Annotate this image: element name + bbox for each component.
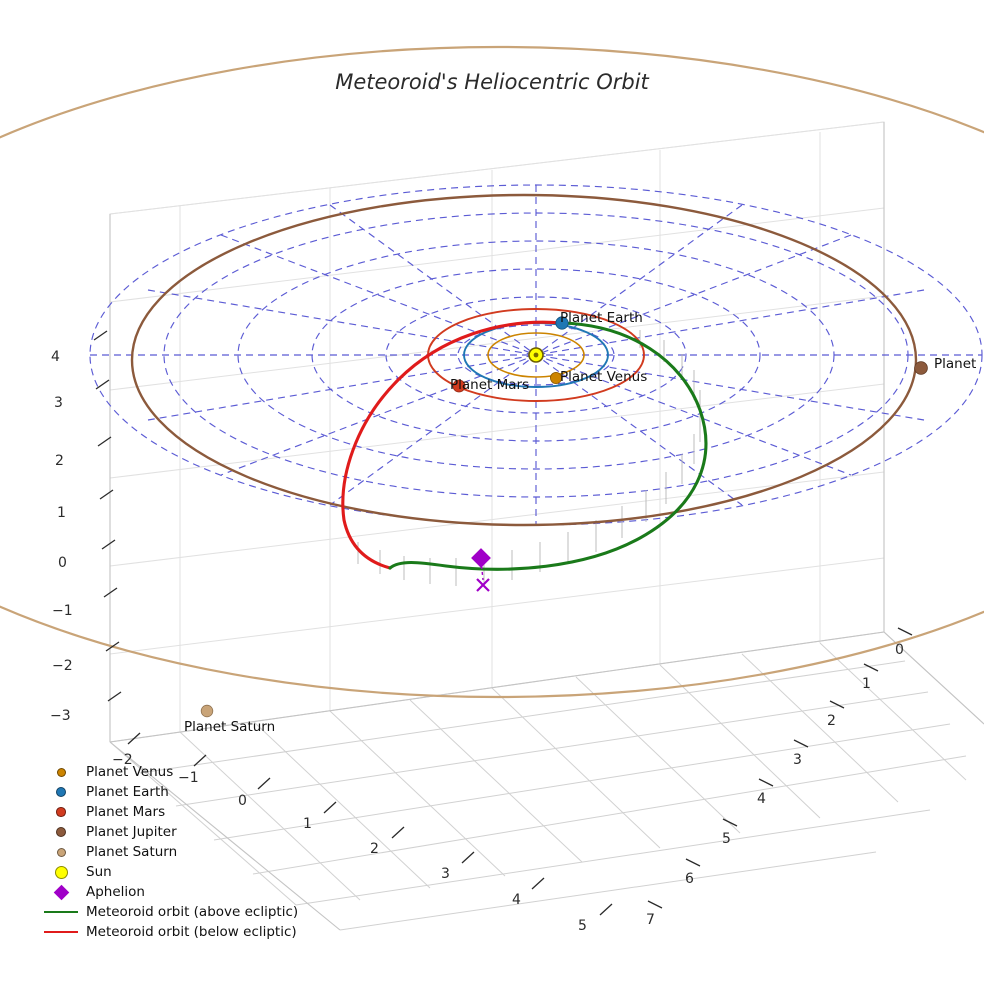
meteoroid-orbit-below-ecliptic (341, 320, 564, 570)
dot-icon (56, 847, 66, 857)
z-axis-tick-label: −3 (50, 708, 71, 724)
legend-item[interactable]: Planet Earth (38, 782, 338, 802)
legend-item-label: Planet Mars (86, 804, 166, 820)
legend-item[interactable]: Sun (38, 862, 338, 882)
planet-marker-saturn (200, 704, 214, 718)
legend-item-label: Planet Earth (86, 784, 169, 800)
legend-diamond-icon (38, 882, 84, 902)
z-axis-tick-label: 0 (58, 555, 67, 571)
planet-marker-earth (555, 316, 569, 330)
orbit-jupiter (130, 193, 918, 527)
legend-item[interactable]: Meteoroid orbit (above ecliptic) (38, 902, 338, 922)
line-icon (44, 931, 78, 933)
legend-item-label: Planet Venus (86, 764, 174, 780)
line-icon (44, 911, 78, 913)
x-axis-tick-label: 0 (238, 793, 247, 809)
aphelion-group (471, 548, 491, 592)
sun-core-icon (533, 352, 539, 358)
y-axis-tick-label: 4 (757, 791, 766, 807)
aphelion-projection-x-icon (476, 578, 490, 592)
x-axis-tick-label: 1 (303, 816, 312, 832)
x-axis-tick-label: 5 (578, 918, 587, 934)
orbit-venus (487, 332, 585, 378)
axes-box-edges (109, 122, 984, 931)
x-axis-tick-label: 3 (441, 866, 450, 882)
x-axis-tick-label: −2 (112, 752, 133, 768)
planet-marker-jupiter (914, 361, 928, 375)
aphelion-marker (471, 548, 491, 568)
legend-item-label: Planet Jupiter (86, 824, 177, 840)
legend-item[interactable]: Aphelion (38, 882, 338, 902)
legend-item[interactable]: Planet Venus (38, 762, 338, 782)
orbit-saturn (0, 45, 984, 699)
legend-item[interactable]: Meteoroid orbit (below ecliptic) (38, 922, 338, 942)
meteoroid-orbit-above-ecliptic (388, 321, 708, 571)
z-axis-tick-label: 2 (55, 453, 64, 469)
planet-earth-label: Planet Earth (560, 310, 643, 326)
legend-item[interactable]: Planet Jupiter (38, 822, 338, 842)
planet-saturn-label: Planet Saturn (184, 719, 276, 735)
planet-marker-mars (452, 379, 466, 393)
y-axis-tick-label: 5 (722, 831, 731, 847)
dot-icon (56, 787, 66, 797)
diamond-icon (53, 884, 69, 900)
legend-dot-icon (38, 822, 84, 842)
y-axis-tick-label: 3 (793, 752, 802, 768)
z-axis-tick-label: 4 (51, 349, 60, 365)
y-axis-tick-label: 1 (862, 676, 871, 692)
legend-dot-icon (38, 762, 84, 782)
x-axis-tick-label: 4 (512, 892, 521, 908)
dot-icon (54, 865, 68, 879)
legend-item[interactable]: Planet Mars (38, 802, 338, 822)
page-title: Meteoroid's Heliocentric Orbit (335, 70, 649, 94)
x-axis-tick-label: −1 (178, 770, 199, 786)
planet-venus-label: Planet Venus (560, 369, 648, 385)
y-axis-tick-label: 0 (895, 642, 904, 658)
z-axis-tick-label: −2 (52, 658, 73, 674)
y-axis-tick-label: 2 (827, 713, 836, 729)
legend-dot-icon (38, 862, 84, 882)
legend-item-label: Planet Saturn (86, 844, 178, 860)
legend-item[interactable]: Planet Saturn (38, 842, 338, 862)
z-axis-tick-label: 3 (54, 395, 63, 411)
planet-mars-label: Planet Mars (450, 377, 530, 393)
dot-icon (56, 807, 66, 817)
legend-dot-icon (38, 842, 84, 862)
dot-icon (56, 827, 66, 837)
legend-line-icon (38, 902, 84, 922)
legend-item-label: Aphelion (86, 884, 145, 900)
legend-dot-icon (38, 782, 84, 802)
legend-line-icon (38, 922, 84, 942)
y-axis-tick-label: 6 (685, 871, 694, 887)
legend-dot-icon (38, 802, 84, 822)
x-axis-tick-label: 2 (370, 841, 379, 857)
planet-jupiter-label: Planet (934, 356, 977, 372)
axis-ticks (93, 330, 913, 916)
legend: Planet Venus Planet Earth Planet Mars Plane… (38, 762, 338, 942)
legend-item-label: Meteoroid orbit (above ecliptic) (86, 904, 299, 920)
legend-item-label: Meteoroid orbit (below ecliptic) (86, 924, 297, 940)
planet-marker-venus (550, 371, 563, 384)
z-axis-tick-label: 1 (57, 505, 66, 521)
legend-item-label: Sun (86, 864, 112, 880)
z-axis-tick-label: −1 (52, 603, 73, 619)
dot-icon (56, 767, 66, 777)
planet-orbits (0, 45, 984, 699)
y-axis-tick-label: 7 (646, 912, 655, 928)
